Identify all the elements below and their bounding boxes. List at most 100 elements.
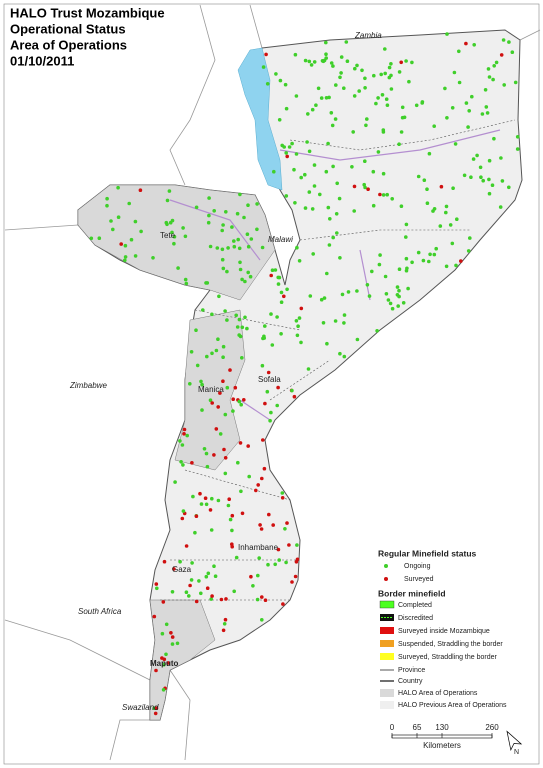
ongoing-point	[164, 220, 169, 225]
surveyed-point	[290, 580, 294, 584]
ongoing-point	[236, 237, 240, 242]
ongoing-point	[294, 319, 299, 323]
ongoing-point	[295, 245, 299, 250]
ongoing-point	[206, 220, 211, 225]
legend: Regular Minefield status Ongoing Surveye…	[374, 546, 536, 714]
north-label: N	[514, 749, 519, 756]
ongoing-point	[260, 618, 264, 622]
ongoing-point	[331, 235, 336, 240]
ongoing-point	[374, 101, 378, 106]
ongoing-point	[455, 217, 459, 221]
surveyed-point	[210, 594, 214, 598]
ongoing-point	[237, 399, 242, 404]
ongoing-point	[475, 153, 479, 158]
ongoing-point	[385, 192, 390, 197]
ongoing-point	[239, 402, 243, 407]
country-borders	[4, 4, 541, 761]
ongoing-point	[231, 409, 235, 413]
ongoing-point	[445, 32, 449, 36]
ongoing-point	[362, 182, 367, 187]
ongoing-point	[105, 196, 109, 201]
ongoing-point	[164, 652, 168, 657]
surveyed-point	[154, 582, 159, 586]
ongoing-point	[189, 578, 194, 582]
surveyed-point	[154, 706, 159, 710]
ongoing-point	[421, 258, 426, 263]
surveyed-point	[160, 656, 164, 660]
ongoing-point	[223, 412, 228, 417]
surveyed-point	[260, 476, 264, 481]
ongoing-point	[243, 279, 247, 284]
roads	[169, 129, 501, 421]
ongoing-point	[414, 103, 419, 108]
ongoing-point	[457, 80, 462, 85]
ongoing-point	[399, 130, 404, 134]
ongoing-point	[338, 351, 342, 356]
ongoing-point	[339, 71, 343, 75]
ongoing-point	[248, 274, 253, 279]
ongoing-point	[297, 259, 302, 263]
surveyed-point	[228, 368, 232, 372]
ongoing-point	[357, 89, 362, 93]
ongoing-point	[338, 75, 342, 80]
ongoing-point	[330, 123, 335, 128]
ongoing-point	[178, 559, 182, 564]
ongoing-point	[246, 270, 250, 275]
surveyed-point	[242, 398, 246, 402]
ongoing-point	[290, 388, 294, 393]
surveyed-point	[295, 557, 300, 562]
ongoing-point	[283, 82, 288, 87]
ongoing-point	[263, 324, 267, 328]
ongoing-point	[331, 164, 335, 169]
surveyed-point	[138, 188, 143, 192]
ongoing-point	[297, 316, 302, 320]
surveyed-point	[223, 456, 228, 460]
ongoing-point	[197, 579, 201, 583]
legend-symbol	[380, 701, 394, 709]
ongoing-point	[353, 66, 357, 71]
ongoing-point	[184, 281, 189, 286]
ongoing-point	[487, 191, 492, 196]
surveyed-point	[299, 306, 304, 311]
ongoing-point	[278, 78, 283, 83]
ongoing-point	[381, 171, 386, 176]
ongoing-point	[190, 561, 194, 565]
ongoing-point	[510, 50, 515, 54]
title-line: HALO Trust Mozambique	[10, 5, 165, 20]
legend-item: Ongoing	[404, 563, 431, 570]
ongoing-point	[164, 622, 169, 627]
ongoing-point	[386, 298, 391, 302]
ongoing-point	[324, 169, 329, 174]
surveyed-point	[266, 370, 271, 375]
surveyed-point	[280, 496, 285, 500]
ongoing-point	[255, 227, 259, 232]
ongoing-point	[303, 58, 308, 63]
ongoing-point	[273, 562, 278, 567]
surveyed-point	[224, 597, 228, 601]
surveyed-point	[230, 513, 235, 518]
ongoing-point	[178, 439, 182, 443]
ongoing-point	[402, 115, 407, 120]
ongoing-point	[284, 560, 288, 565]
ongoing-point	[303, 172, 307, 177]
surveyed-point	[254, 488, 258, 493]
ongoing-point	[397, 267, 402, 272]
ongoing-point	[287, 145, 292, 149]
ongoing-point	[180, 443, 185, 447]
legend-symbol	[379, 600, 395, 609]
ongoing-point	[378, 253, 382, 257]
ongoing-point	[176, 266, 180, 270]
ongoing-point	[261, 65, 266, 69]
surveyed-point	[162, 559, 167, 564]
ongoing-point	[325, 271, 329, 276]
ongoing-point	[217, 294, 221, 299]
ongoing-point	[246, 244, 251, 249]
ongoing-point	[292, 167, 296, 172]
surveyed-point	[352, 184, 357, 189]
ongoing-point	[127, 201, 131, 206]
surveyed-point	[230, 544, 234, 549]
ongoing-point	[438, 224, 443, 228]
ongoing-point	[265, 389, 270, 394]
ongoing-point	[380, 93, 385, 97]
ongoing-point	[308, 294, 313, 298]
